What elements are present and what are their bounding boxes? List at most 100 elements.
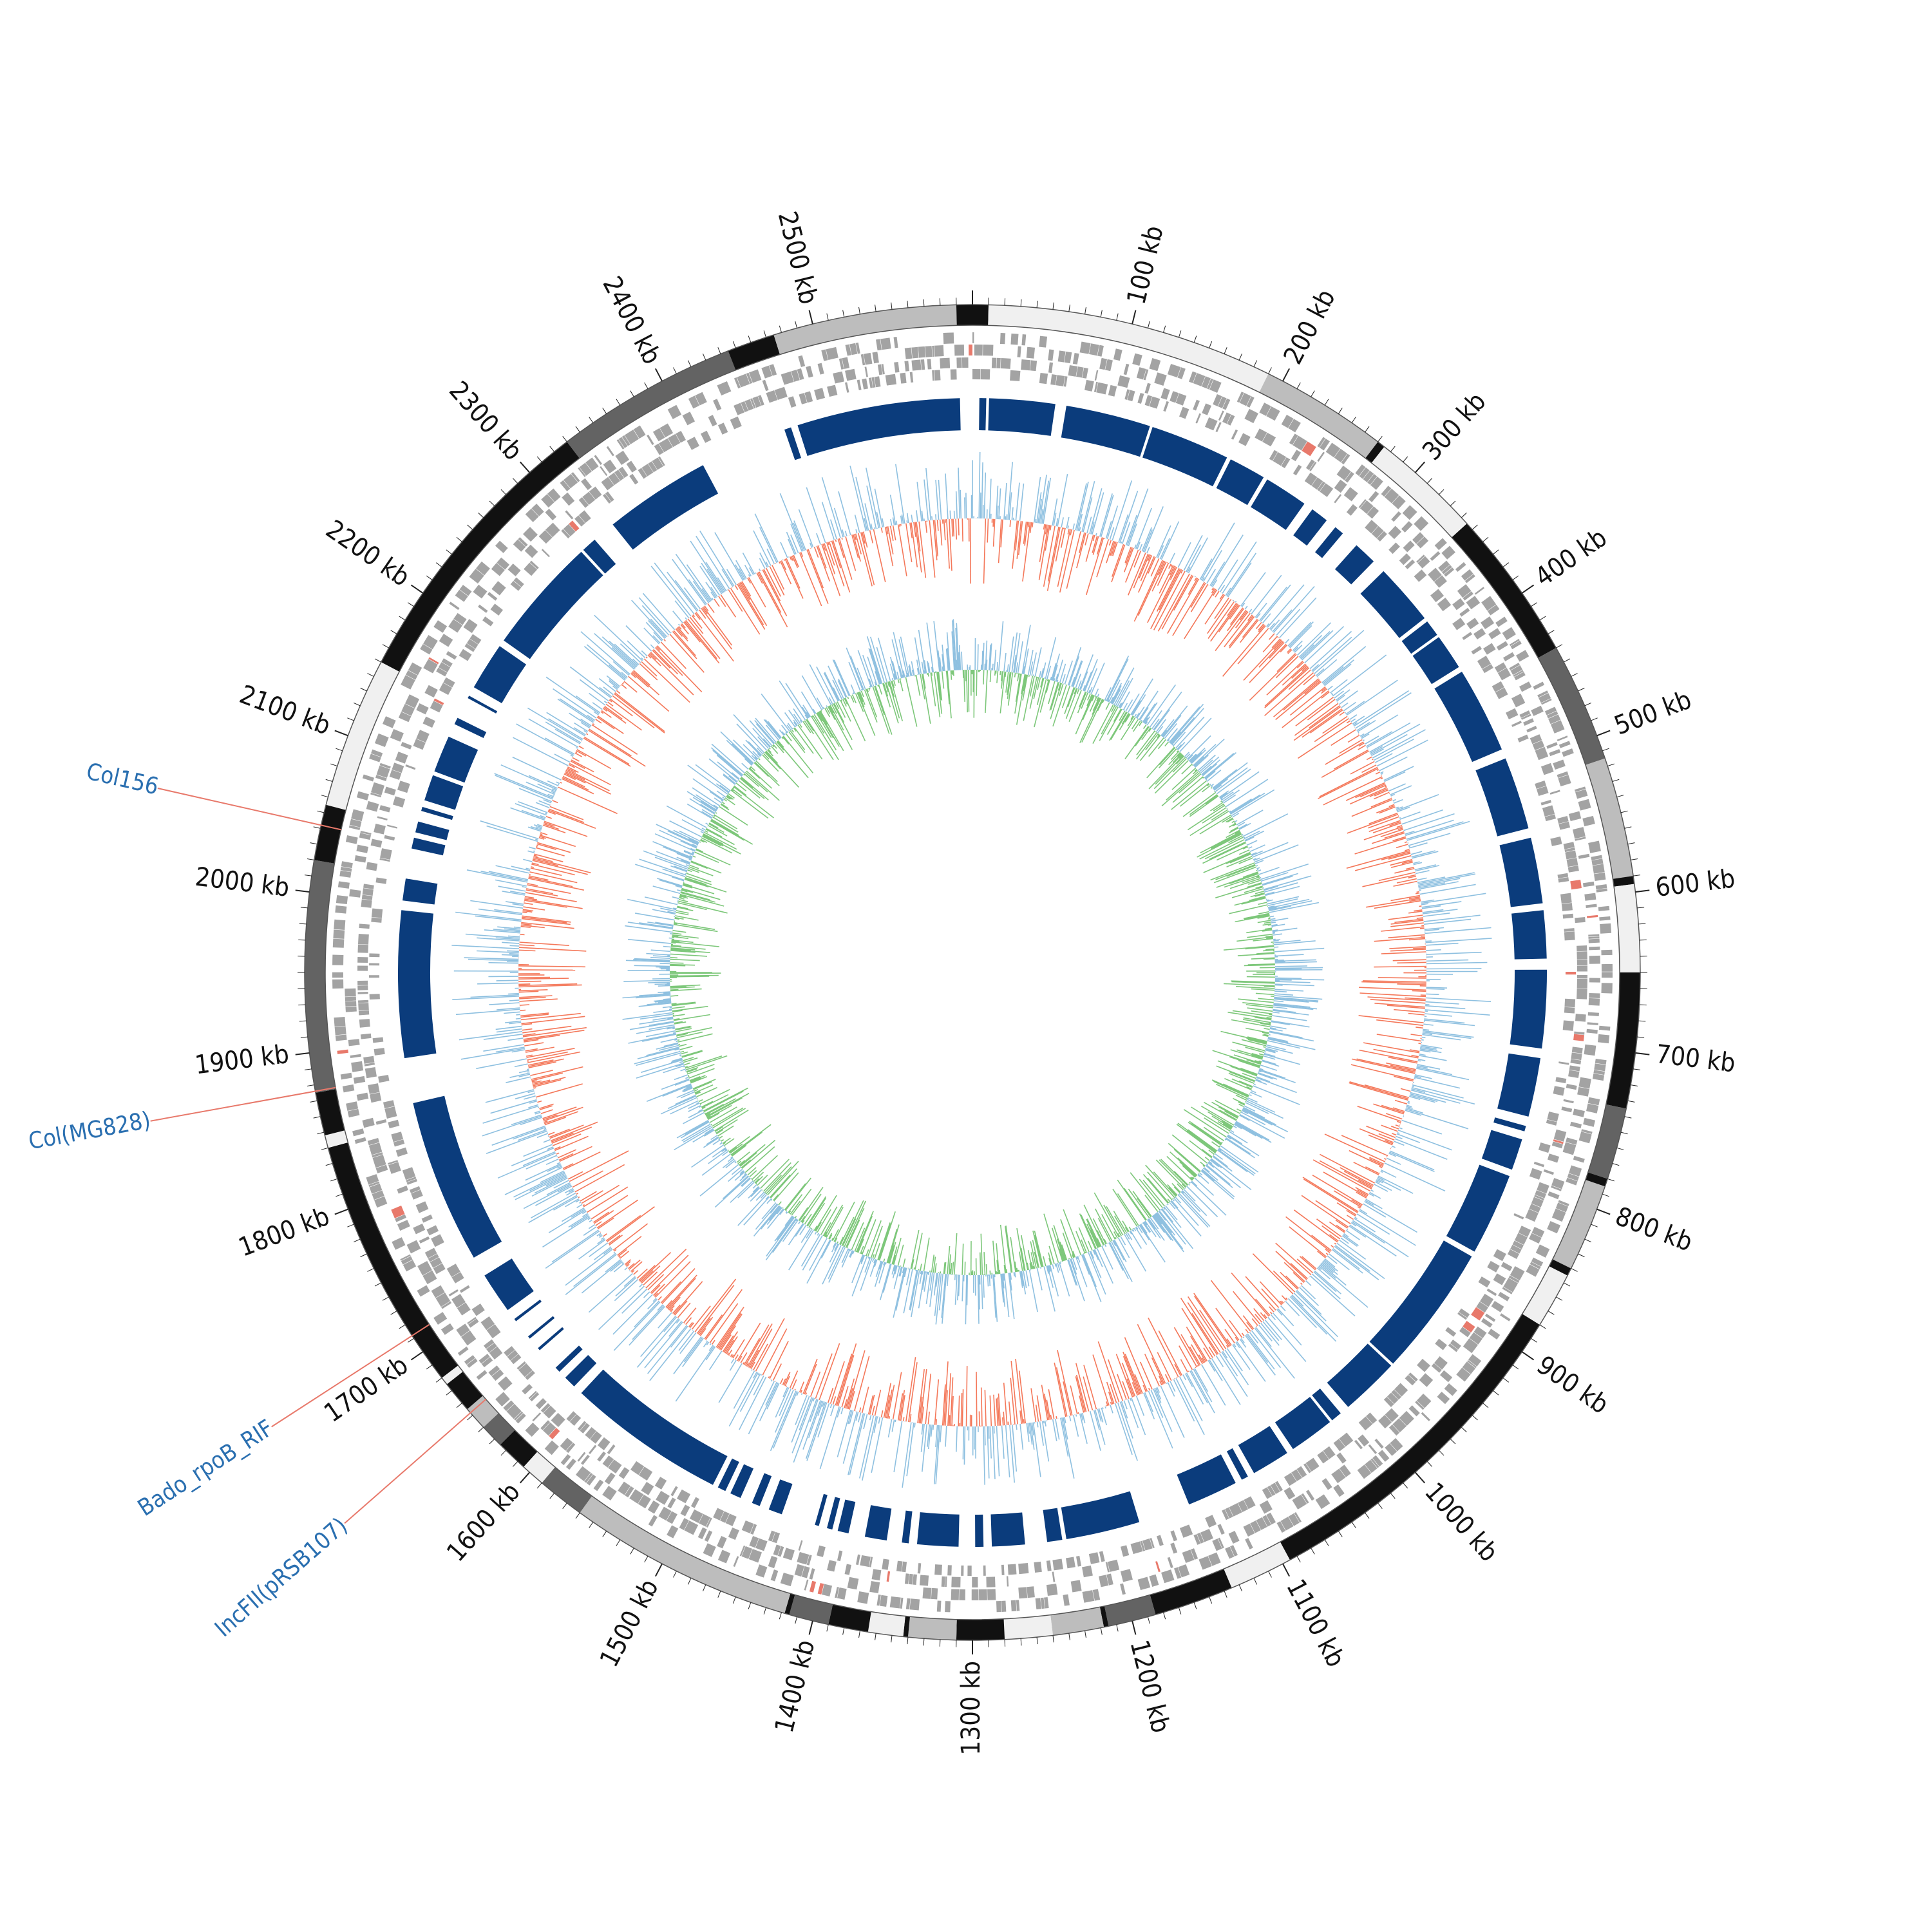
feature-block [369,1092,382,1103]
gc-content-bar [621,1262,624,1264]
gc-content-bar [1425,1013,1452,1017]
gc-content-bar [1416,1065,1428,1069]
gc-content-bar [842,1411,858,1464]
gc-content-bar [1362,980,1426,983]
gc-content-bar [1293,706,1341,741]
gc-content-bar [766,1383,780,1410]
feature-block [917,1563,922,1574]
gc-content-bar [1158,1331,1182,1376]
gc-content-bar [1334,1242,1337,1245]
feature-block [398,712,412,723]
gc-skew-bar [1202,763,1218,777]
gc-skew-bar [1200,1170,1235,1200]
gc-content-bar [1270,620,1280,630]
gc-content-bar [1221,1351,1238,1377]
gc-content-bar [1343,1170,1374,1188]
gc-content-bar [925,468,932,521]
gc-content-bar [1291,664,1307,679]
gc-content-bar [1366,1125,1396,1139]
gc-content-bar [1340,1167,1374,1186]
gc-content-bar [545,676,600,715]
feature-block [1566,1084,1577,1090]
contig-segment [773,305,957,355]
gc-content-bar [649,1328,692,1381]
feature-block [541,549,550,558]
gc-content-bar [1063,1417,1068,1440]
gc-skew-bar [1034,1235,1043,1267]
feature-block [388,1160,399,1165]
gc-content-bar [552,800,558,804]
feature-block [1236,392,1244,403]
gc-content-bar [518,1070,529,1074]
gc-skew-bar [927,1271,929,1274]
gc-skew-bar [1231,981,1275,984]
feature-block [1473,628,1486,639]
gc-skew-bar [1274,990,1287,992]
gc-content-bar [1395,806,1399,809]
gc-skew-bar [1228,1072,1255,1084]
gc-skew-bar [996,1260,999,1274]
gc-content-bar [683,621,701,643]
feature-block [881,364,885,375]
gc-skew-bar [1274,977,1302,980]
feature-block [1256,1517,1267,1530]
gc-content-bar [854,533,857,540]
gc-content-bar [1356,1058,1416,1073]
gc-content-bar [524,897,538,900]
gc-skew-bar [1040,668,1044,678]
gc-content-bar [1218,604,1239,632]
gc-skew-bar [1257,920,1271,923]
minor-tick [630,1548,634,1555]
gc-content-bar [1208,1359,1216,1372]
feature-block [481,1357,493,1368]
gc-content-bar [708,1350,723,1370]
gc-skew-bar [1189,1140,1212,1159]
feature-block [357,944,368,953]
gc-skew-bar [1071,677,1075,687]
gc-content-bar [518,984,582,988]
gc-content-bar [526,1054,533,1057]
gc-skew-bar [1079,697,1102,743]
gc-content-bar [835,539,837,542]
gc-content-bar [1290,1263,1308,1280]
gc-content-bar [1028,1423,1033,1445]
feature-block [1441,565,1452,574]
gc-content-bar [1422,909,1458,914]
gc-skew-bar [1040,677,1044,688]
gc-content-bar [1169,553,1175,564]
gc-skew-bar [1146,684,1177,726]
gc-skew-bar [1260,1023,1271,1026]
gc-content-bar [583,736,630,765]
contig-segment [1538,648,1605,765]
gc-content-bar [468,958,519,961]
gc-skew-bar [1225,779,1269,808]
gc-content-bar [667,1278,696,1310]
gc-content-bar [1174,1363,1182,1376]
gc-skew-bar [893,1265,896,1272]
gc-content-bar [737,1322,761,1361]
gc-content-bar [1392,836,1406,842]
contig-segment [381,442,580,672]
gc-content-bar [1003,1383,1008,1425]
gc-content-bar [1064,1417,1066,1423]
gc-content-bar [1079,1413,1088,1444]
gc-content-bar [508,935,520,938]
feature-block [761,365,773,379]
minor-tick [687,1578,692,1585]
feature-block [1557,735,1568,742]
gc-skew-bar [813,1226,818,1231]
gc-skew-bar [1179,1193,1211,1227]
feature-block [347,1108,360,1118]
gc-content-bar [1281,1300,1284,1304]
gc-skew-bar [799,1186,824,1222]
gc-skew-bar [1263,958,1275,960]
minor-tick [1178,330,1182,337]
gc-content-bar [945,1390,948,1426]
gc-content-bar [710,591,716,599]
gc-content-bar [1283,1262,1305,1282]
gc-skew-bar [893,1267,905,1318]
gc-skew-bar [1235,1122,1263,1139]
gc-skew-bar [1161,1208,1174,1223]
gc-content-bar [900,515,903,524]
